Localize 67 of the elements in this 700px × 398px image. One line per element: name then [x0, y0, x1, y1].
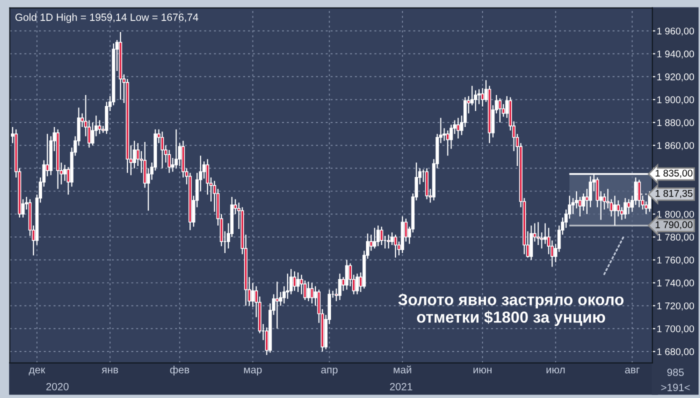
x-tick-label: мар: [244, 368, 262, 376]
candlestick: [544, 222, 547, 244]
x-tick-label: апр: [321, 368, 338, 376]
x-tick-label: фев: [170, 366, 190, 376]
candlestick: [63, 164, 66, 182]
candlestick: [390, 232, 394, 246]
y-tick-label: 1 900,00: [657, 96, 694, 104]
x-tick-label: авг: [625, 368, 640, 374]
candlestick: [356, 273, 359, 295]
text: 2020: [46, 382, 69, 390]
candlestick: [446, 130, 450, 156]
y-tick-label: 1 740,00: [657, 280, 694, 288]
y-tick-label: 1 860,00: [657, 142, 694, 150]
chart-title: Gold 1D High = 1959,14 Low = 1676,74: [15, 13, 198, 23]
candlestick: [292, 270, 296, 292]
candlestick: [624, 198, 627, 220]
y-tick-label: 1 960,00: [657, 28, 694, 36]
candlestick: [380, 226, 384, 246]
candlestick: [627, 198, 630, 215]
text: 985: [667, 368, 684, 376]
candlestick: [310, 282, 314, 304]
candlestick: [251, 282, 254, 308]
candlestick: [168, 149, 171, 174]
x-tick-label: июн: [474, 368, 492, 374]
candlestick: [474, 90, 478, 112]
candlestick: [98, 120, 102, 134]
annotation: Золото явно застряло около отметки $1800 за унцию: [398, 294, 624, 326]
y-tick-label: 1 800,00: [657, 210, 694, 219]
text: 2021: [390, 382, 412, 390]
ref-line-label: 1 817,35: [656, 190, 692, 198]
y-tick-label: 1 780,00: [657, 234, 694, 242]
candlestick: [174, 128, 178, 169]
y-tick-label: 1 700,00: [657, 325, 694, 334]
candlestick: [286, 273, 290, 300]
ref-line-label: 1 835,00: [656, 170, 692, 178]
candlestick: [345, 259, 348, 290]
y-tick-label: 1 940,00: [657, 50, 694, 59]
candlestick: [372, 227, 376, 250]
candlestick: [498, 98, 502, 124]
candlestick: [536, 222, 540, 246]
x-tick-label: июл: [546, 368, 565, 374]
y-tick-label: 1 920,00: [657, 73, 694, 82]
y-tick-label: 1 880,00: [657, 119, 694, 128]
candlestick: [376, 224, 380, 247]
candlestick: [613, 195, 616, 226]
candlestick: [394, 234, 398, 258]
candlestick: [306, 281, 310, 302]
candlestick: [616, 200, 620, 217]
y-tick-label: 1 720,00: [657, 302, 694, 310]
candlestick: [338, 273, 342, 301]
candlestick: [386, 234, 390, 250]
x-tick-label: янв: [102, 368, 118, 374]
candlestick: [638, 179, 641, 208]
y-tick-label: 1 760,00: [657, 256, 694, 265]
candlestick: [289, 268, 293, 295]
candlestick: [369, 234, 373, 252]
y-tick-label: 1 680,00: [657, 348, 694, 356]
candlestick: [480, 88, 484, 108]
x-tick-label: май: [394, 366, 412, 374]
ref-line-label: 1 790,00: [656, 221, 692, 230]
candlestick: [456, 117, 460, 140]
text: >191<: [661, 384, 690, 392]
candlestick: [530, 224, 533, 260]
candlestick: [160, 131, 164, 169]
candlestick: [276, 281, 279, 330]
candlestick: [296, 272, 300, 293]
x-tick-label: дек: [28, 368, 46, 376]
